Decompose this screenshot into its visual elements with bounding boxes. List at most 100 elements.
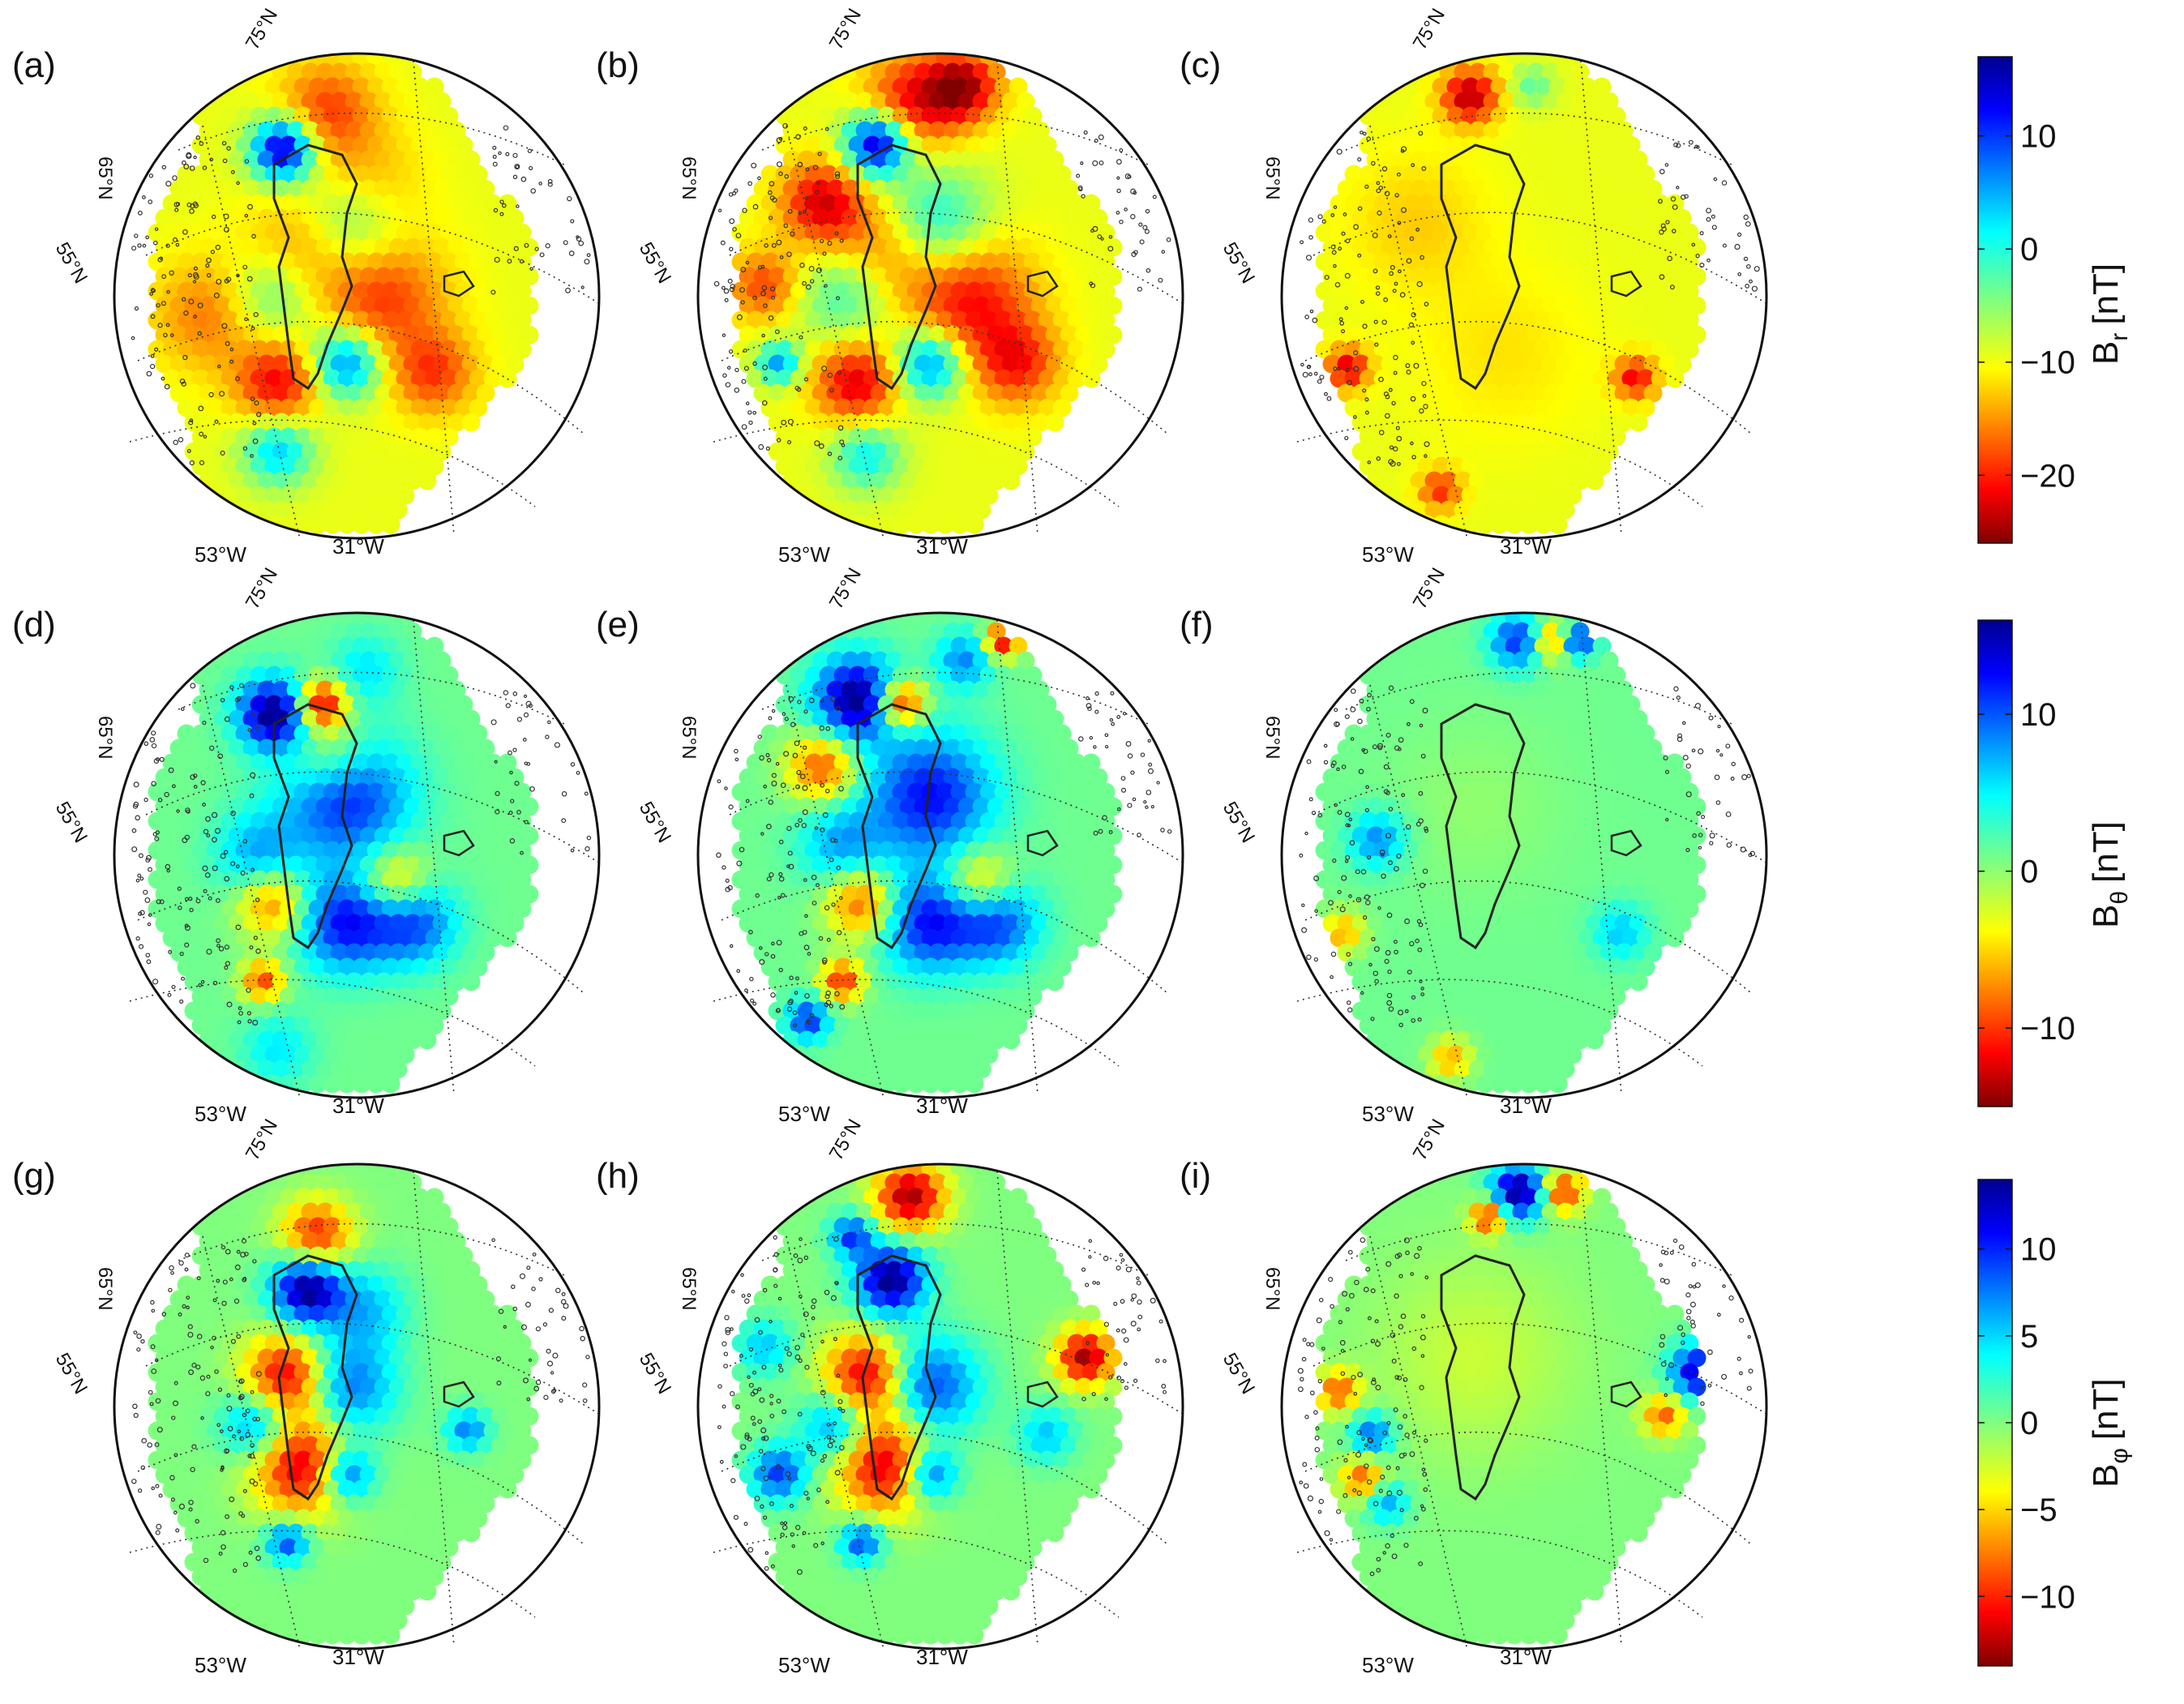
panel-label: (d) <box>12 605 56 644</box>
map-panel: 75°N 65°N 55°N 53°W 31°W (i) <box>1180 1115 1768 1677</box>
lon-label-53: 53°W <box>195 542 246 567</box>
lon-label-53: 53°W <box>778 542 830 567</box>
lon-label-31: 31°W <box>916 1645 968 1669</box>
map-boundary <box>696 52 1184 540</box>
lon-label-31: 31°W <box>332 1094 384 1118</box>
lat-label-75: 75°N <box>242 1115 282 1164</box>
coastlines <box>1299 685 1755 1028</box>
map-boundary <box>1280 611 1768 1099</box>
lat-label-65: 65°N <box>1261 1267 1283 1311</box>
lat-label-65: 65°N <box>1261 156 1283 200</box>
graticule <box>129 1171 601 1650</box>
anomaly-grid <box>731 614 1123 1094</box>
lon-label-31: 31°W <box>332 1645 384 1669</box>
lat-label-65: 65°N <box>678 1267 700 1311</box>
lat-label-55: 55°N <box>51 798 92 847</box>
coastlines <box>131 125 591 466</box>
lat-label-75: 75°N <box>825 5 866 54</box>
colorbar: 10 0 −10 −20 Br[nT] <box>1977 56 2133 544</box>
colorbar: 10 5 0 −5 −10 Bφ[nT] <box>1977 1179 2133 1667</box>
lat-label-65: 65°N <box>678 716 700 760</box>
lat-label-75: 75°N <box>1409 1115 1450 1164</box>
lat-label-55: 55°N <box>51 239 92 288</box>
colorbar-label: Br[nT] <box>2086 263 2133 365</box>
lat-label-75: 75°N <box>242 564 282 613</box>
colorbar-tick-label: −10 <box>2020 1011 2075 1047</box>
panel-label: (i) <box>1180 1156 1211 1196</box>
lat-label-55: 55°N <box>1218 1350 1259 1398</box>
map-panel: 75°N 65°N 55°N 53°W 31°W (b) <box>596 5 1184 567</box>
lat-label-75: 75°N <box>242 5 282 54</box>
coastlines <box>713 122 1171 460</box>
graticule <box>713 1171 1184 1650</box>
panels-layer: 75°N 65°N 55°N 53°W 31°W (a) 75°N 65°N 55°N 53°W 3… <box>12 5 1768 1677</box>
map-panel: 75°N 65°N 55°N 53°W 31°W (a) <box>12 5 601 567</box>
anomaly-grid <box>731 54 1123 534</box>
panel-label: (e) <box>596 605 640 644</box>
coastlines <box>717 1235 1167 1575</box>
lon-label-31: 31°W <box>1500 1094 1552 1118</box>
map-panel: 75°N 65°N 55°N 53°W 31°W (e) <box>596 564 1184 1126</box>
lon-label-53: 53°W <box>1362 1653 1414 1677</box>
colorbar-tick-label: 10 <box>2020 1232 2057 1268</box>
lon-label-53: 53°W <box>195 1653 246 1677</box>
lon-label-31: 31°W <box>1500 1645 1552 1669</box>
coastlines <box>1300 131 1760 467</box>
colorbar-tick-label: −10 <box>2020 1579 2075 1615</box>
map-panel: 75°N 65°N 55°N 53°W 31°W (g) <box>12 1115 601 1677</box>
anomaly-grid <box>731 1165 1123 1645</box>
map-boundary <box>696 1162 1184 1650</box>
colorbar-gradient <box>1977 619 2013 1107</box>
lat-label-65: 65°N <box>678 156 700 200</box>
lat-label-75: 75°N <box>1409 564 1450 613</box>
map-panel: 75°N 65°N 55°N 53°W 31°W (h) <box>596 1115 1184 1677</box>
panel-label: (b) <box>596 45 640 85</box>
lat-label-55: 55°N <box>635 239 675 288</box>
lat-label-75: 75°N <box>825 564 866 613</box>
map-boundary <box>696 611 1184 1099</box>
lon-label-31: 31°W <box>332 534 384 559</box>
anomaly-grid <box>148 54 539 534</box>
anomaly-grid <box>148 614 539 1094</box>
coastlines <box>131 683 592 1025</box>
lat-label-55: 55°N <box>51 1350 92 1398</box>
anomaly-grid <box>1315 54 1707 534</box>
coastlines <box>716 691 1172 1028</box>
map-panel: 75°N 65°N 55°N 53°W 31°W (f) <box>1180 564 1768 1126</box>
anomaly-grid <box>1315 614 1707 1094</box>
lat-label-55: 55°N <box>1218 798 1259 847</box>
map-boundary <box>113 52 601 540</box>
graticule <box>713 60 1184 540</box>
coastlines <box>131 1238 590 1573</box>
colorbar-tick-label: −5 <box>2020 1492 2058 1528</box>
coastlines <box>1297 1237 1754 1577</box>
lon-label-31: 31°W <box>916 1094 968 1118</box>
lon-label-53: 53°W <box>778 1102 830 1126</box>
colorbar-tick-label: 10 <box>2020 697 2057 733</box>
panel-label: (a) <box>12 45 56 85</box>
colorbar-gradient <box>1977 56 2013 544</box>
colorbar-tick-label: 5 <box>2020 1319 2038 1355</box>
lat-label-65: 65°N <box>94 716 116 760</box>
lat-label-75: 75°N <box>1409 5 1450 54</box>
colorbar: 10 0 −10 Bθ[nT] <box>1977 619 2133 1107</box>
lat-label-55: 55°N <box>635 798 675 847</box>
map-boundary <box>113 611 601 1099</box>
map-boundary <box>113 1162 601 1650</box>
graticule <box>1296 619 1768 1099</box>
graticule <box>713 619 1184 1099</box>
panel-label: (f) <box>1180 605 1214 644</box>
lon-label-53: 53°W <box>778 1653 830 1677</box>
colorbar-tick-label: 0 <box>2020 854 2038 890</box>
colorbar-label: Bθ[nT] <box>2086 821 2133 928</box>
colorbar-tick-label: 0 <box>2020 232 2038 268</box>
colorbar-label: Bφ[nT] <box>2086 1378 2133 1488</box>
anomaly-grid <box>1315 1165 1707 1645</box>
panel-label: (c) <box>1180 45 1221 85</box>
colorbar-tick-label: −10 <box>2020 345 2075 381</box>
colorbars-layer: 10 0 −10 −20 Br[nT] 10 0 −10 Bθ[nT] 10 5 0 −5 −10 Bφ[n… <box>1977 56 2133 1667</box>
map-boundary <box>1280 1162 1768 1650</box>
lat-label-75: 75°N <box>825 1115 866 1164</box>
graticule <box>129 619 601 1099</box>
